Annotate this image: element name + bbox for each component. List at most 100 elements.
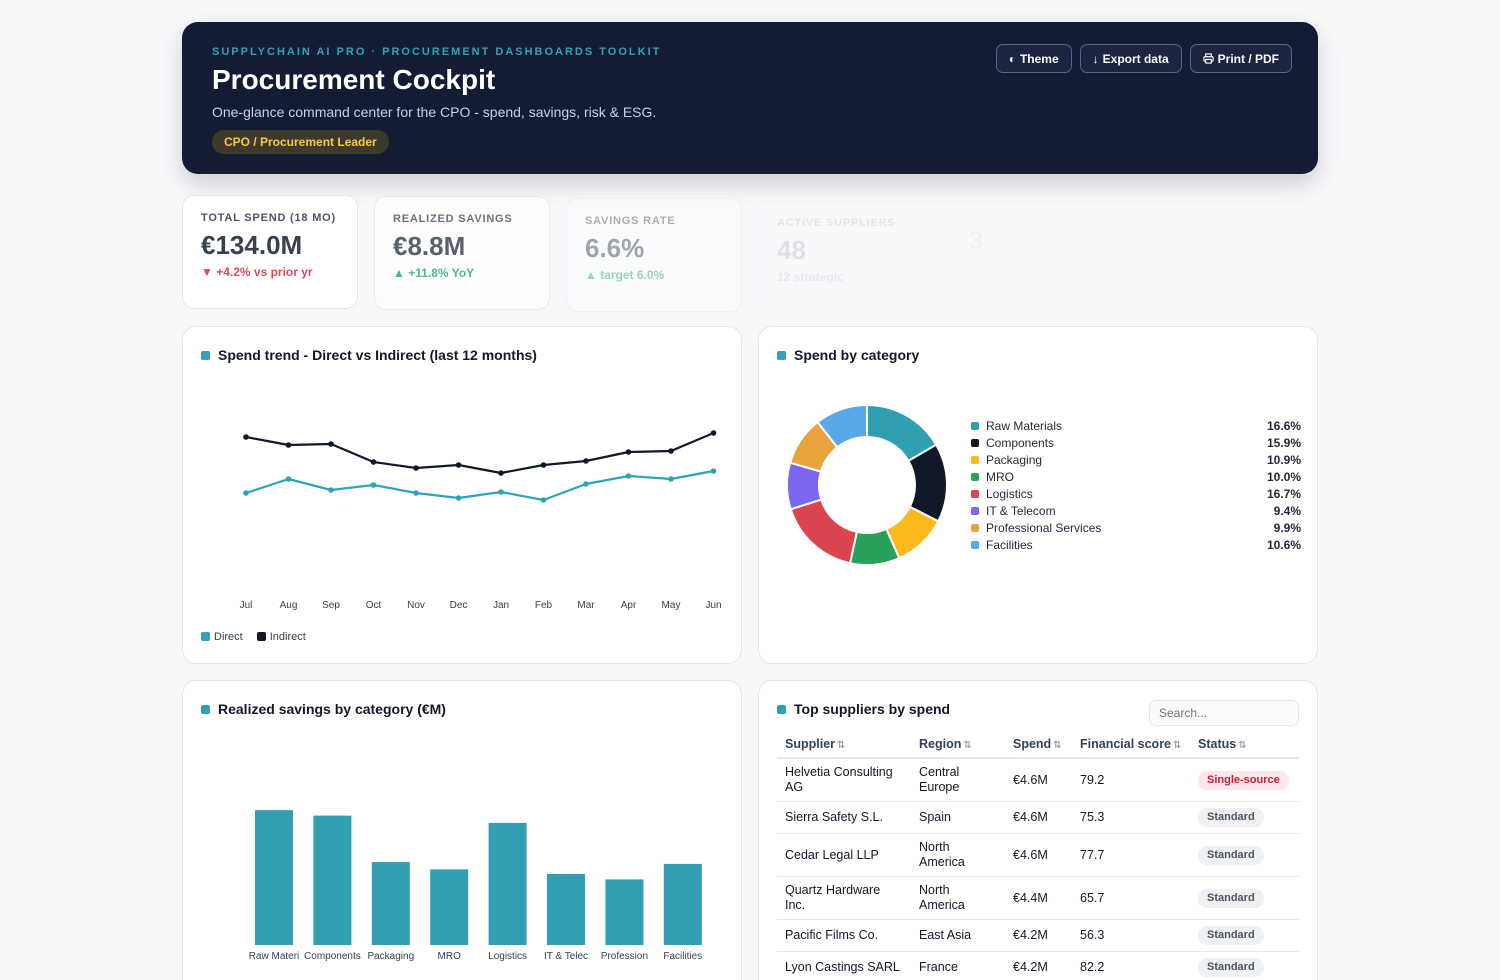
cell-supplier: Quartz Hardware Inc. <box>777 876 911 920</box>
donut-slice[interactable] <box>816 403 868 449</box>
data-point-indirect[interactable] <box>710 430 717 436</box>
column-header-region[interactable]: Region ⇅ <box>911 730 1005 759</box>
print-pdf-button[interactable]: Print / PDF <box>1189 44 1292 73</box>
data-point-indirect[interactable] <box>625 449 632 455</box>
half-circle-icon: ◐ <box>1008 51 1016 66</box>
data-point-direct[interactable] <box>413 490 419 496</box>
data-point-direct[interactable] <box>328 487 334 493</box>
data-point-direct[interactable] <box>455 495 462 501</box>
data-point-indirect[interactable] <box>668 448 674 454</box>
savings-bar[interactable] <box>371 862 410 945</box>
x-tick-label: Raw Materi <box>249 951 300 962</box>
cell-spend: €4.6M <box>1005 833 1072 877</box>
data-point-direct[interactable] <box>243 490 249 496</box>
header-kicker: SUPPLYCHAIN AI PRO · PROCUREMENT DASHBOA… <box>212 46 662 58</box>
data-point-direct[interactable] <box>498 489 504 495</box>
data-point-indirect[interactable] <box>243 434 249 440</box>
savings-bar[interactable] <box>255 810 293 945</box>
table-row[interactable]: Cedar Legal LLP North America €4.6M 77.7 Sta… <box>777 833 1299 877</box>
savings-bar[interactable] <box>663 863 702 945</box>
data-point-indirect[interactable] <box>285 442 292 448</box>
cell-region: France <box>911 951 1005 980</box>
data-point-indirect[interactable] <box>370 459 377 465</box>
data-point-direct[interactable] <box>583 481 589 487</box>
card-title-marker <box>201 704 210 714</box>
x-tick-label: Jul <box>240 600 253 611</box>
kpi-label: SAVINGS RATE <box>585 215 676 227</box>
column-label: Spend <box>1013 736 1052 751</box>
export-data-button[interactable]: ↓ Export data <box>1079 44 1182 73</box>
column-header-supplier[interactable]: Supplier ⇅ <box>777 730 911 759</box>
theme-button[interactable]: ◐ Theme <box>995 44 1072 73</box>
printer-icon <box>1203 53 1214 64</box>
legend-category-name: Raw Materials <box>986 418 1063 433</box>
table-row[interactable]: Quartz Hardware Inc. North America €4.4M 65… <box>777 876 1299 920</box>
donut-legend-item: Logistics 16.7% <box>971 485 1301 502</box>
data-point-direct[interactable] <box>540 497 547 503</box>
data-point-indirect[interactable] <box>498 470 504 476</box>
status-badge: Standard <box>1198 926 1264 945</box>
page-title: Procurement Cockpit <box>212 64 496 95</box>
legend-direct-label: Direct <box>214 631 243 643</box>
x-tick-label: Nov <box>407 600 425 611</box>
savings-bar[interactable] <box>488 822 527 945</box>
x-tick-label: Profession <box>601 951 648 962</box>
kpi-total-spend: TOTAL SPEND (18 MO) €134.0M ▼ +4.2% vs p… <box>182 195 358 309</box>
column-label: Financial score <box>1080 736 1172 751</box>
kpi-label: ACTIVE SUPPLIERS <box>777 217 896 229</box>
x-tick-label: Components <box>304 951 361 962</box>
cell-supplier: Pacific Films Co. <box>777 919 911 952</box>
donut-legend: Raw Materials 16.6% Components 15.9% Packagi… <box>971 417 1301 553</box>
legend-category-name: Logistics <box>986 486 1033 501</box>
x-tick-label: Facilities <box>663 951 702 962</box>
data-point-indirect[interactable] <box>455 462 462 468</box>
legend-category-percent: 10.0% <box>1266 469 1301 484</box>
legend-indirect-swatch <box>256 632 266 641</box>
column-header-status[interactable]: Status ⇅ <box>1190 730 1299 759</box>
data-point-indirect[interactable] <box>540 462 547 468</box>
legend-swatch <box>971 472 979 481</box>
table-row[interactable]: Pacific Films Co. East Asia €4.2M 56.3 Stand… <box>777 919 1299 952</box>
donut-legend-item: MRO 10.0% <box>971 468 1301 485</box>
legend-direct: Direct <box>201 631 243 643</box>
legend-category-name: Components <box>986 435 1055 450</box>
data-point-direct[interactable] <box>668 476 674 482</box>
spend-by-category-card: Spend by category Raw Materials 16.6% Comp… <box>758 326 1318 664</box>
kpi-active-suppliers: ACTIVE SUPPLIERS 48 12 strategic <box>758 200 934 314</box>
savings-bar[interactable] <box>313 815 352 945</box>
data-point-indirect[interactable] <box>328 441 334 447</box>
legend-category-name: Facilities <box>986 537 1033 552</box>
x-tick-label: IT & Telec <box>544 951 588 962</box>
table-row[interactable]: Helvetia Consulting AG Central Europe €4.6… <box>777 758 1299 802</box>
suppliers-title: Top suppliers by spend <box>794 701 951 717</box>
kpi-value: €8.8M <box>393 231 466 261</box>
cell-financial-score: 82.2 <box>1072 951 1190 980</box>
x-tick-label: Apr <box>621 600 637 611</box>
data-point-direct[interactable] <box>285 476 292 482</box>
status-badge: Standard <box>1198 845 1264 865</box>
data-point-direct[interactable] <box>625 473 632 479</box>
supplier-search-input[interactable] <box>1149 700 1299 726</box>
savings-bar[interactable] <box>430 869 469 945</box>
data-point-indirect[interactable] <box>413 465 419 471</box>
legend-swatch <box>971 438 979 447</box>
donut-slice[interactable] <box>789 498 859 565</box>
column-header-financial-score[interactable]: Financial score ⇅ <box>1072 730 1190 759</box>
card-title: Realized savings by category (€M) <box>201 701 446 717</box>
data-point-direct[interactable] <box>710 468 717 474</box>
table-row[interactable]: Lyon Castings SARL France €4.2M 82.2 Standar… <box>777 951 1299 980</box>
savings-bar[interactable] <box>547 873 585 945</box>
data-point-direct[interactable] <box>370 482 377 488</box>
data-point-indirect[interactable] <box>583 458 589 464</box>
table-row[interactable]: Sierra Safety S.L. Spain €4.6M 75.3 Standard <box>777 801 1299 834</box>
legend-category-percent: 16.6% <box>1266 418 1301 433</box>
x-tick-label: Jan <box>493 600 509 611</box>
card-title: Top suppliers by spend <box>777 701 950 717</box>
header-banner: SUPPLYCHAIN AI PRO · PROCUREMENT DASHBOA… <box>182 22 1318 174</box>
cell-region: North America <box>911 876 1005 920</box>
savings-bar[interactable] <box>605 879 644 945</box>
column-header-spend[interactable]: Spend ⇅ <box>1005 730 1072 759</box>
x-tick-label: May <box>662 600 681 611</box>
series-line-indirect <box>245 431 714 475</box>
top-suppliers-card: Top suppliers by spend Supplier⇅ Region⇅… <box>758 680 1318 980</box>
